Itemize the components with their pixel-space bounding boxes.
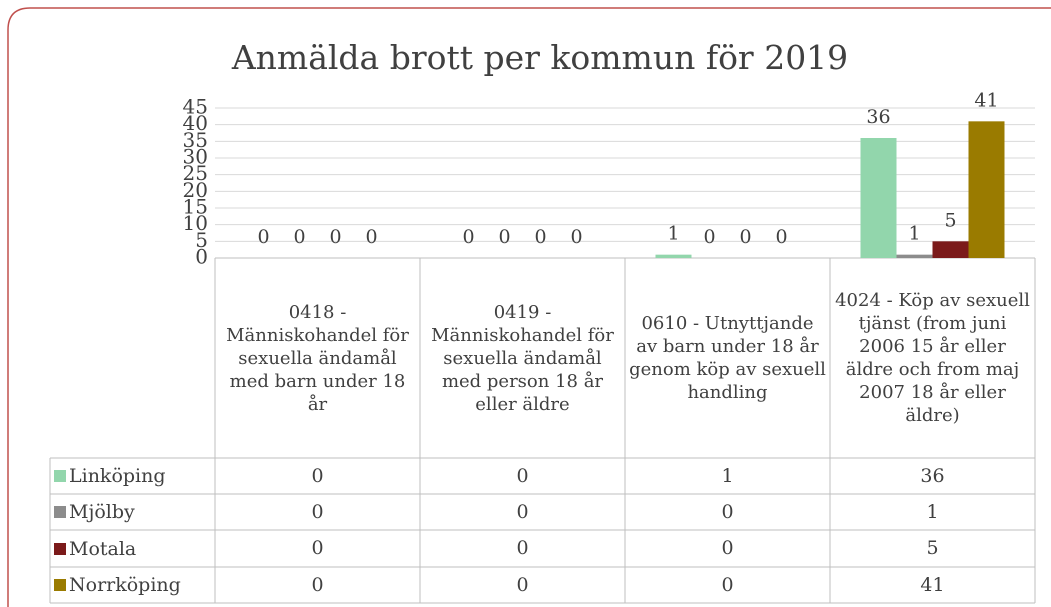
y-tick-label: 20 xyxy=(183,178,208,202)
data-label: 41 xyxy=(974,89,998,111)
legend-label: Motala xyxy=(69,537,137,560)
category-label: 0610 - Utnyttjande av barn under 18 år g… xyxy=(629,313,826,403)
y-tick-label: 5 xyxy=(195,228,208,252)
legend-entry: Mjölby xyxy=(50,494,135,530)
category-label: 0419 - Människohandel för sexuella ändam… xyxy=(431,301,614,415)
data-label: 0 xyxy=(257,226,269,248)
bar xyxy=(968,121,1005,258)
legend-key xyxy=(54,542,66,555)
data-label: 0 xyxy=(703,226,715,248)
table-value: 1 xyxy=(926,500,939,523)
category-label: 0418 - Människohandel för sexuella ändam… xyxy=(226,301,409,415)
legend-entry: Linköping xyxy=(50,458,166,494)
data-label: 0 xyxy=(293,226,305,248)
bar xyxy=(932,241,969,258)
chart-title: Anmälda brott per kommun för 2019 xyxy=(231,38,848,77)
data-label: 0 xyxy=(365,226,377,248)
data-label: 1 xyxy=(908,223,920,245)
bar xyxy=(860,138,897,258)
legend-key xyxy=(54,506,66,518)
table-value: 0 xyxy=(721,537,734,559)
data-label: 1 xyxy=(667,223,679,245)
table-value: 0 xyxy=(516,464,529,487)
table-value: 0 xyxy=(516,573,529,596)
table-value: 5 xyxy=(926,537,939,559)
table-value: 0 xyxy=(516,537,529,559)
legend-label: Linköping xyxy=(69,465,166,487)
y-tick-label: 10 xyxy=(183,211,208,235)
data-label: 0 xyxy=(498,226,510,248)
table-value: 36 xyxy=(920,464,945,487)
data-label: 5 xyxy=(944,209,956,231)
frame xyxy=(7,7,1051,607)
legend-entry: Motala xyxy=(50,530,136,567)
table-value: 0 xyxy=(516,500,529,523)
table-value: 41 xyxy=(920,573,945,596)
table-value: 0 xyxy=(311,464,324,487)
y-tick-label: 40 xyxy=(183,111,208,135)
data-label: 0 xyxy=(534,226,546,248)
data-label: 0 xyxy=(739,226,751,248)
legend-label: Norrköping xyxy=(69,574,181,596)
y-tick-label: 0 xyxy=(195,245,208,269)
table-value: 1 xyxy=(721,464,734,487)
table-value: 0 xyxy=(721,573,734,596)
y-tick-label: 45 xyxy=(183,95,208,119)
data-label: 0 xyxy=(775,226,787,248)
y-tick-label: 25 xyxy=(183,161,208,185)
table-value: 0 xyxy=(721,500,734,523)
legend-label: Mjölby xyxy=(69,501,135,523)
y-tick-label: 35 xyxy=(183,128,208,152)
data-label: 0 xyxy=(462,226,474,248)
legend-key xyxy=(54,579,66,591)
data-label: 36 xyxy=(866,106,890,128)
table-value: 0 xyxy=(311,537,324,559)
bar xyxy=(896,254,933,258)
table-value: 0 xyxy=(311,573,324,596)
data-label: 0 xyxy=(329,226,341,248)
y-tick-label: 15 xyxy=(183,195,208,219)
bar xyxy=(655,254,692,258)
data-label: 0 xyxy=(570,226,582,248)
legend-entry: Norrköping xyxy=(50,567,181,603)
table-value: 0 xyxy=(311,500,324,523)
category-label: 4024 - Köp av sexuell tjänst (from juni … xyxy=(835,290,1030,426)
y-tick-label: 30 xyxy=(183,145,208,169)
legend-key xyxy=(54,470,66,482)
